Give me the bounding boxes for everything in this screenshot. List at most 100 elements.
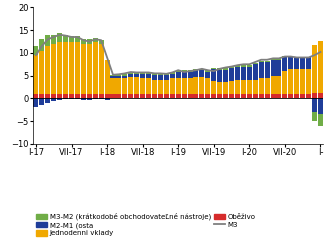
Bar <box>57 41 62 94</box>
Bar <box>45 98 50 103</box>
Bar <box>87 98 92 100</box>
Bar <box>187 94 193 98</box>
Bar <box>235 66 240 80</box>
Bar <box>229 81 234 94</box>
Bar <box>223 70 228 82</box>
Bar <box>164 94 169 98</box>
Bar <box>51 44 56 94</box>
Bar <box>176 71 181 78</box>
Bar <box>271 76 276 94</box>
Bar <box>229 94 234 98</box>
Bar <box>111 78 116 94</box>
Bar <box>105 98 110 100</box>
Bar <box>253 80 258 94</box>
Bar <box>170 74 175 78</box>
Bar <box>69 98 74 99</box>
Bar <box>318 93 323 98</box>
Bar <box>63 41 68 94</box>
Bar <box>259 94 264 98</box>
Bar <box>39 98 45 105</box>
Bar <box>33 98 39 107</box>
Bar <box>282 58 287 71</box>
Bar <box>277 58 281 60</box>
Bar <box>312 93 317 98</box>
Bar <box>247 66 252 80</box>
Bar <box>247 94 252 98</box>
Bar <box>235 94 240 98</box>
Bar <box>247 80 252 94</box>
Bar <box>223 68 228 70</box>
Bar <box>223 94 228 98</box>
Bar <box>158 80 163 94</box>
Bar <box>158 75 163 80</box>
Bar <box>128 94 133 98</box>
Bar <box>229 68 234 81</box>
Bar <box>282 71 287 94</box>
Bar <box>146 94 151 98</box>
Bar <box>63 35 68 41</box>
Bar <box>51 94 56 98</box>
Bar <box>81 44 86 94</box>
Bar <box>312 112 317 121</box>
Bar <box>140 94 145 98</box>
Bar <box>253 64 258 80</box>
Bar <box>288 58 293 69</box>
Bar <box>199 70 204 77</box>
Bar <box>199 77 204 94</box>
Bar <box>99 98 104 99</box>
Bar <box>152 94 157 98</box>
Bar <box>99 44 104 94</box>
Bar <box>193 94 199 98</box>
Bar <box>176 94 181 98</box>
Bar <box>75 98 80 99</box>
Bar <box>87 39 92 44</box>
Bar <box>211 81 216 94</box>
Bar <box>211 68 216 69</box>
Bar <box>271 94 276 98</box>
Bar <box>241 66 246 80</box>
Bar <box>182 94 187 98</box>
Bar <box>300 58 305 69</box>
Bar <box>69 41 74 94</box>
Bar <box>164 80 169 94</box>
Bar <box>164 75 169 80</box>
Bar <box>93 41 98 94</box>
Bar <box>170 72 175 74</box>
Bar <box>87 94 92 98</box>
Bar <box>146 72 151 74</box>
Bar <box>140 74 145 78</box>
Bar <box>75 41 80 94</box>
Bar <box>152 75 157 80</box>
Bar <box>170 94 175 98</box>
Bar <box>205 71 210 78</box>
Bar <box>111 75 116 76</box>
Bar <box>146 78 151 94</box>
Bar <box>182 70 187 71</box>
Bar <box>45 35 50 46</box>
Bar <box>39 94 45 98</box>
Bar <box>277 60 281 76</box>
Bar <box>294 58 299 69</box>
Bar <box>277 76 281 94</box>
Bar <box>51 98 56 101</box>
Bar <box>105 60 110 94</box>
Bar <box>69 94 74 98</box>
Bar <box>265 62 270 78</box>
Bar <box>81 98 86 100</box>
Bar <box>122 78 127 94</box>
Bar <box>193 69 199 70</box>
Bar <box>318 114 323 126</box>
Bar <box>128 74 133 77</box>
Bar <box>277 94 281 98</box>
Bar <box>122 74 127 76</box>
Bar <box>158 94 163 98</box>
Bar <box>235 65 240 66</box>
Bar <box>158 74 163 75</box>
Bar <box>170 78 175 94</box>
Bar <box>128 73 133 74</box>
Bar <box>211 94 216 98</box>
Bar <box>282 94 287 98</box>
Bar <box>134 73 139 74</box>
Bar <box>57 94 62 98</box>
Bar <box>122 94 127 98</box>
